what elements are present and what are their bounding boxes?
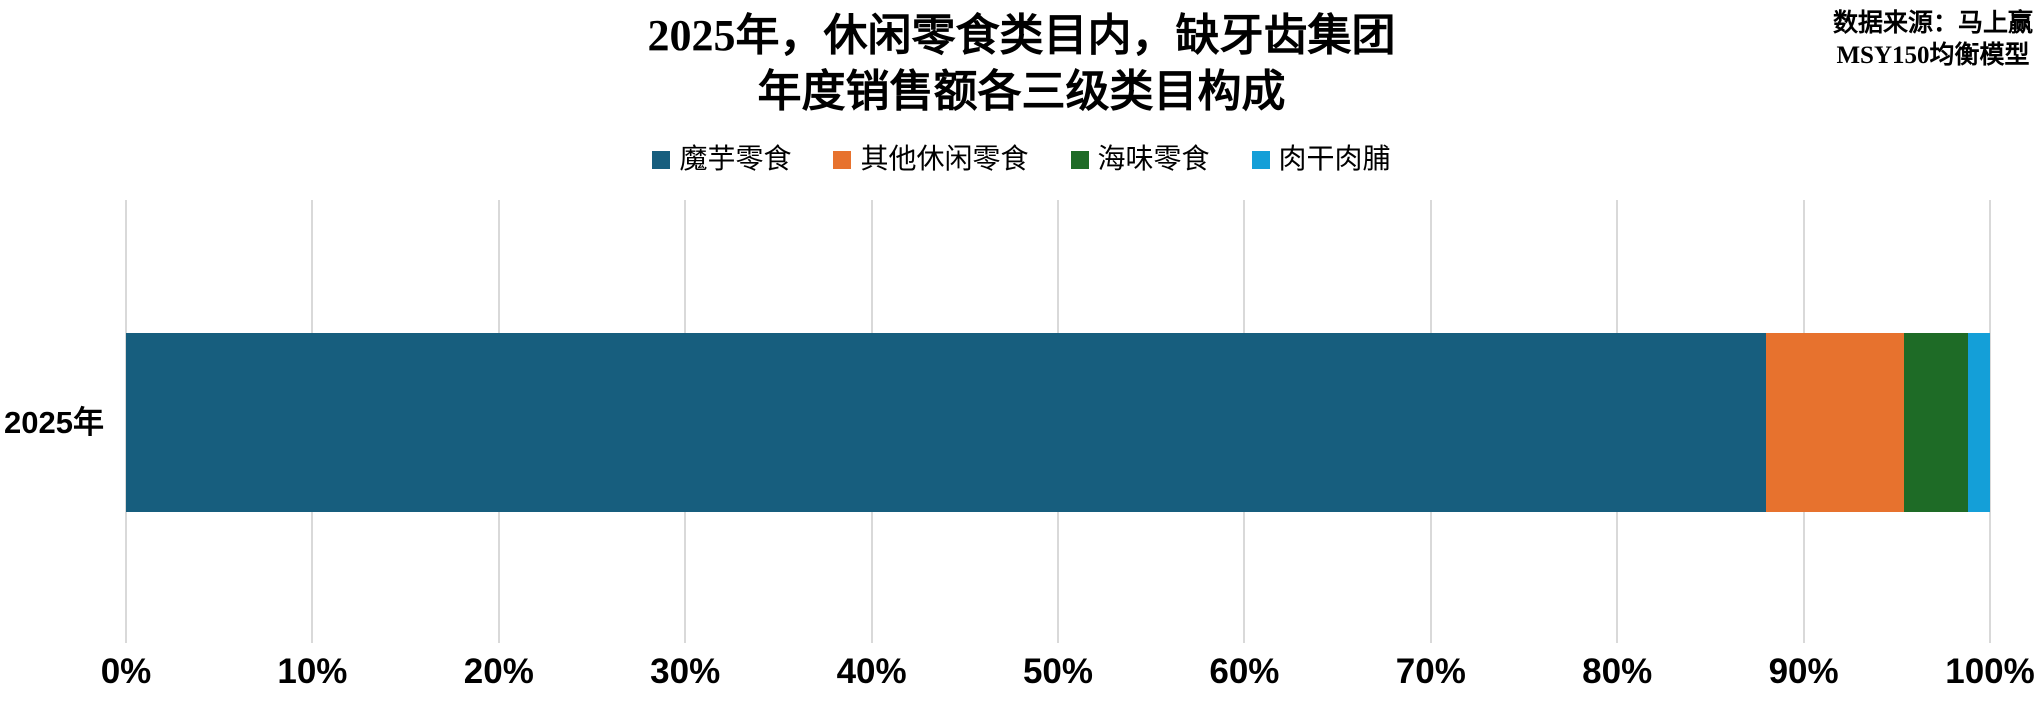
plot-area — [125, 200, 1991, 643]
x-axis: 0% 10% 20% 30% 40% 50% 60% 70% 80% 90% 100% — [101, 652, 2035, 697]
x-tick-label-30%: 30% — [650, 652, 721, 691]
legend-label: 魔芋零食 — [679, 144, 792, 175]
x-tick-label-50%: 50% — [1022, 652, 1094, 691]
bar-segment-1 — [1766, 333, 1905, 512]
legend-label: 肉干肉脯 — [1278, 144, 1391, 175]
legend-label: 海味零食 — [1097, 144, 1210, 175]
bar-segment-2 — [1904, 333, 1968, 512]
x-tick-label-40%: 40% — [836, 652, 907, 691]
chart-title-line2: 年度销售额各三级类目构成 — [757, 67, 1286, 116]
chart-legend: 魔芋零食 其他休闲零食 海味零食 肉干肉脯 — [0, 142, 2043, 178]
bar-segment-0 — [126, 333, 1767, 512]
legend-item-3: 肉干肉脯 — [1251, 144, 1391, 175]
chart-title: 2025年，休闲零食类目内，缺牙齿集团 年度销售额各三级类目构成 — [0, 8, 2043, 120]
x-tick-label-100%: 100% — [1945, 652, 2035, 691]
x-tick-label-70%: 70% — [1395, 652, 1466, 691]
x-tick-label-10%: 10% — [277, 652, 348, 691]
legend-swatch-icon — [1251, 151, 1270, 169]
legend-label: 其他休闲零食 — [860, 144, 1029, 175]
legend-swatch-icon — [1070, 151, 1089, 169]
legend-swatch-icon — [833, 151, 852, 169]
chart-title-line1: 2025年，休闲零食类目内，缺牙齿集团 — [647, 11, 1396, 60]
y-axis-category-label: 2025年 — [4, 405, 104, 440]
stacked-bar-2025 — [126, 333, 1990, 512]
x-tick-label-20%: 20% — [463, 652, 534, 691]
x-tick-label-60%: 60% — [1209, 652, 1280, 691]
data-source-note: 数据来源：马上赢 MSY150均衡模型 — [1833, 8, 2033, 72]
x-tick-label-90%: 90% — [1768, 652, 1839, 691]
data-source-line1: 数据来源：马上赢 — [1832, 10, 2033, 37]
legend-swatch-icon — [652, 151, 671, 169]
x-tick-label-0%: 0% — [100, 652, 152, 691]
x-tick-label-80%: 80% — [1582, 652, 1653, 691]
bar-segment-3 — [1967, 333, 1990, 512]
gridline-100% — [1989, 200, 1991, 643]
legend-item-2: 海味零食 — [1070, 144, 1210, 175]
legend-item-1: 其他休闲零食 — [833, 144, 1029, 175]
data-source-line2: MSY150均衡模型 — [1836, 42, 2030, 69]
legend-item-0: 魔芋零食 — [652, 146, 791, 174]
